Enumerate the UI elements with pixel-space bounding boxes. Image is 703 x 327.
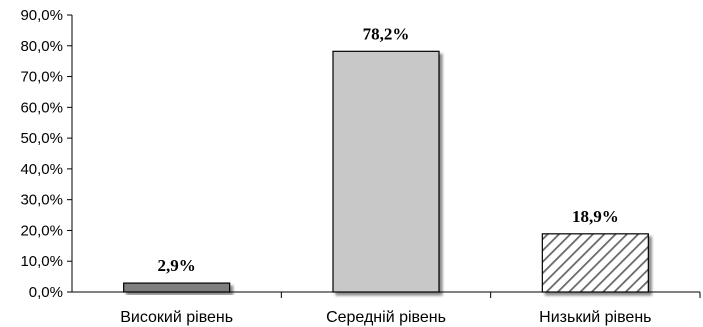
y-tick-label: 30,0% — [20, 192, 63, 209]
y-tick-label: 70,0% — [20, 69, 63, 86]
data-label: 18,9% — [572, 207, 619, 226]
y-tick-label: 60,0% — [20, 99, 63, 116]
x-category-label: Середній рівень — [326, 309, 446, 326]
bars — [123, 50, 649, 293]
data-label: 2,9% — [158, 256, 196, 275]
bar-1 — [123, 282, 231, 293]
x-category-label: Низький рівень — [539, 309, 651, 326]
y-tick-label: 50,0% — [20, 130, 63, 147]
axes: 0,0% 10,0% 20,0% 30,0% 40,0% 50,0% 60,0% 70,0% 8… — [20, 7, 701, 301]
data-label: 78,2% — [363, 24, 410, 43]
y-tick-label: 20,0% — [20, 222, 63, 239]
y-tick-label: 80,0% — [20, 38, 63, 55]
y-tick-label: 40,0% — [20, 161, 63, 178]
bar-3 — [541, 233, 649, 293]
labels: 2,9% Високий рівень 78,2% Середній рівень 18… — [120, 24, 651, 326]
y-tick-label: 90,0% — [20, 7, 63, 24]
bar-2 — [332, 50, 440, 293]
y-tick-label: 10,0% — [20, 253, 63, 270]
y-tick-label: 0,0% — [29, 284, 63, 301]
x-category-label: Високий рівень — [120, 309, 233, 326]
